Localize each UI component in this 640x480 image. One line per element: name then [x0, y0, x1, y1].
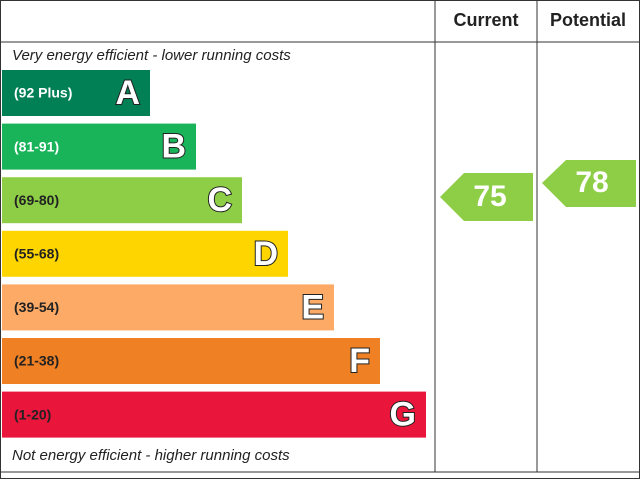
band-range: (1-20) [14, 406, 51, 422]
potential-value: 78 [575, 166, 608, 199]
band-range: (92 Plus) [14, 85, 72, 101]
band-range: (21-38) [14, 353, 59, 369]
band-bar [2, 70, 150, 116]
band-range: (55-68) [14, 246, 59, 262]
band-letter: F [349, 342, 370, 380]
top-note: Very energy efficient - lower running co… [12, 47, 291, 64]
band-range: (81-91) [14, 138, 59, 154]
band-letter: B [161, 128, 186, 166]
current-arrow [440, 173, 533, 221]
header-potential: Potential [550, 10, 626, 30]
potential-arrow [542, 160, 636, 207]
band-bar [2, 177, 242, 224]
band-bar [2, 123, 196, 170]
band-letter: D [253, 235, 278, 273]
current-value: 75 [473, 180, 506, 213]
band-bar [2, 284, 334, 331]
band-bar [2, 338, 380, 384]
band-range: (69-80) [14, 192, 59, 208]
band-letter: C [207, 181, 232, 219]
band-letter: E [301, 288, 324, 326]
band-letter: A [115, 74, 140, 112]
bottom-note: Not energy efficient - higher running co… [12, 447, 290, 464]
band-bar [2, 230, 288, 277]
band-bar [2, 391, 426, 438]
band-range: (39-54) [14, 299, 59, 315]
header-current: Current [453, 10, 518, 30]
band-letter: G [390, 396, 416, 434]
